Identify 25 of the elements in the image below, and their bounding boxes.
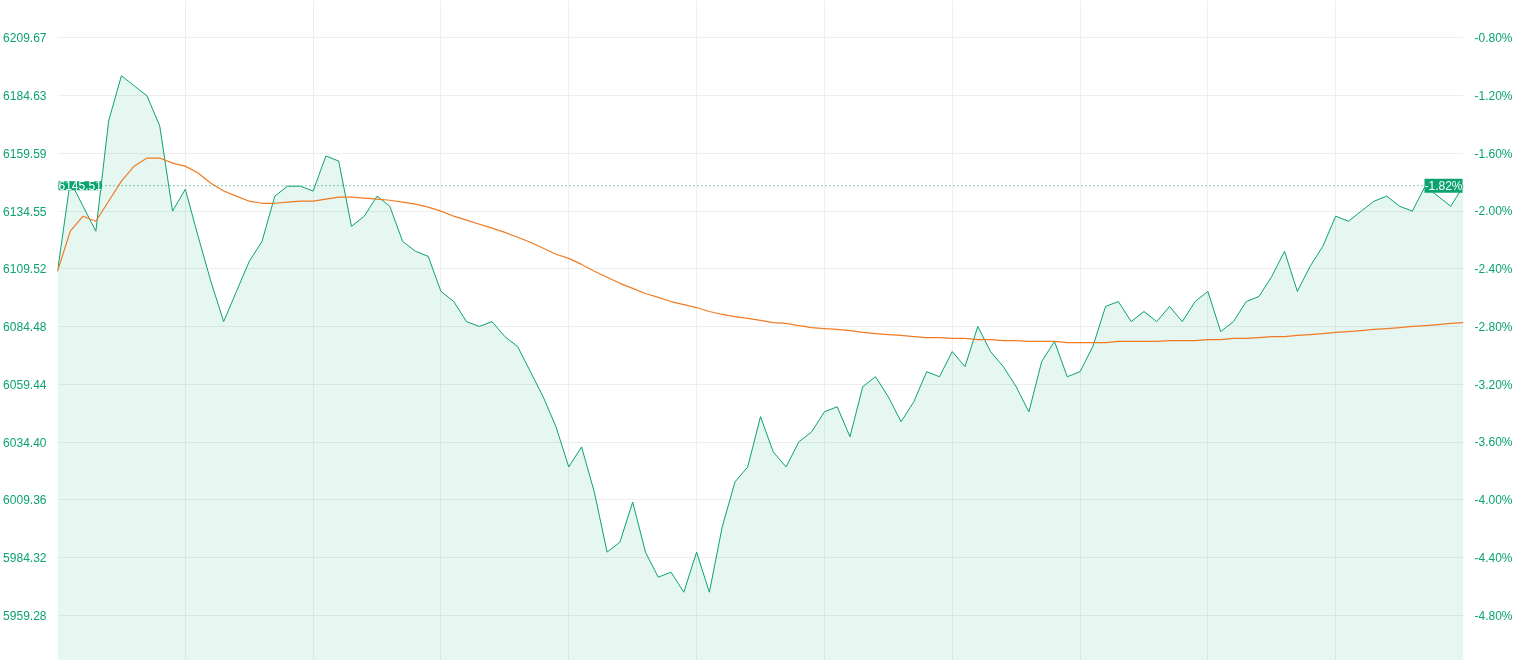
- y-tick-label: 6034.40: [3, 435, 47, 450]
- y-tick-label: 6184.63: [3, 88, 47, 103]
- line-series: [57, 157, 1464, 344]
- y-tick-label: 6109.52: [3, 262, 47, 277]
- y2-tick-label: -2.40%: [1474, 262, 1513, 277]
- y2-tick-label: -1.20%: [1474, 88, 1513, 103]
- annotation: -1.82%: [1424, 178, 1463, 193]
- y2-tick-label: -2.00%: [1474, 204, 1513, 219]
- y-tick-label: 6159.59: [3, 146, 47, 161]
- y2-tick-label: -4.40%: [1474, 550, 1513, 565]
- y2-tick-label: -4.80%: [1474, 608, 1513, 623]
- y2-tick-label: -2.80%: [1474, 319, 1513, 334]
- y-tick-label: 6009.36: [3, 493, 47, 508]
- y-tick-label: 6134.55: [3, 204, 47, 219]
- y-tick-label: 5984.32: [3, 551, 47, 566]
- y2-tick-label: -1.60%: [1474, 146, 1513, 161]
- y-tick-label: 6209.67: [3, 31, 47, 46]
- y-tick-label: 6084.48: [3, 320, 47, 335]
- y-tick-label: 6059.44: [3, 377, 47, 392]
- ref-line-label: 6145.51: [58, 179, 103, 194]
- y2-tick-label: -3.20%: [1474, 377, 1513, 392]
- y2-tick-label: -0.80%: [1474, 31, 1513, 46]
- y2-tick-label: -3.60%: [1474, 435, 1513, 450]
- y2-tick-label: -4.00%: [1474, 493, 1513, 508]
- y-tick-label: 5959.28: [3, 608, 47, 623]
